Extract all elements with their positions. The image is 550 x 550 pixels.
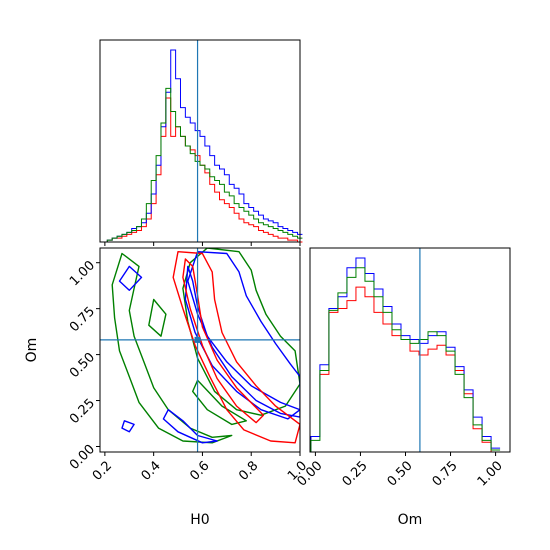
om-ytick-label-1: 0.25 <box>67 396 98 427</box>
contour-green-0 <box>182 248 300 416</box>
truth-marker <box>194 336 201 343</box>
om-ytick-label-4: 1.00 <box>67 258 98 289</box>
contour-blue-1 <box>184 265 300 420</box>
contour-green-2 <box>148 298 167 337</box>
contour-blue-3 <box>162 409 218 444</box>
om-ytick-label-3: 0.75 <box>67 304 98 335</box>
contour-blue-2 <box>118 265 143 291</box>
om-hist-blue <box>310 257 501 452</box>
om-xtick-label-2: 0.50 <box>385 459 416 490</box>
y-axis-title-om: Om <box>24 338 40 363</box>
truth-lines <box>100 40 421 452</box>
om-xtick-label-1: 0.25 <box>340 459 371 490</box>
x-axis-title-om: Om <box>398 512 423 528</box>
contour-blue-4 <box>121 420 135 433</box>
om-hist-green <box>310 267 501 452</box>
om-marginal-histograms <box>310 257 501 453</box>
h0-hist-green <box>102 87 303 243</box>
frame-right <box>309 247 511 453</box>
om-ytick-label-2: 0.50 <box>67 350 98 381</box>
om-xtick-label-4: 1.00 <box>475 459 506 490</box>
h0-tick-label-2: 0.6 <box>187 459 212 484</box>
om-hist-red <box>310 286 501 453</box>
frame-joint <box>99 247 301 453</box>
h0-marginal-histograms <box>102 49 303 243</box>
contour-red-1 <box>182 258 265 424</box>
h0-tick-label-1: 0.4 <box>139 459 164 484</box>
h0-hist-blue <box>102 49 303 243</box>
contour-red-0 <box>172 250 300 444</box>
contour-green-1 <box>111 252 233 444</box>
h0-om-contours <box>111 248 300 444</box>
frame-top <box>99 39 301 243</box>
h0-tick-label-3: 0.8 <box>236 459 261 484</box>
panel-frames <box>99 39 511 453</box>
contour-blue-0 <box>187 250 300 418</box>
contour-green-3 <box>191 379 248 426</box>
x-axis-title-h0: H0 <box>190 512 209 528</box>
h0-tick-label-0: 0.2 <box>90 459 115 484</box>
om-xtick-label-3: 0.75 <box>430 459 461 490</box>
